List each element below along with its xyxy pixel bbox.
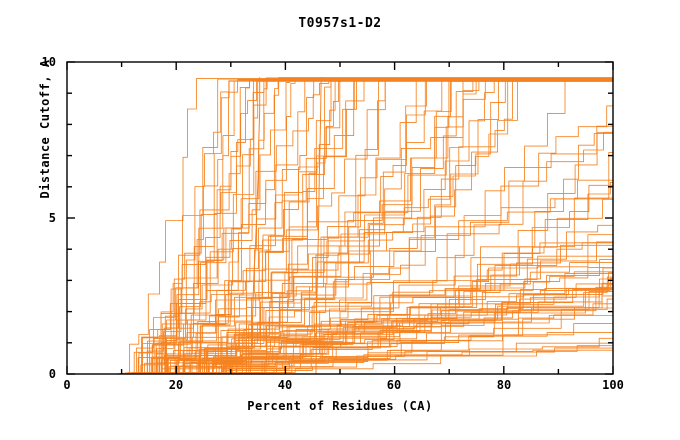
x-tick-label-40: 40: [277, 378, 293, 392]
x-tick-label-0: 0: [63, 378, 71, 392]
plot-frame: [66, 61, 614, 375]
y-tick-label-5: 5: [48, 211, 56, 225]
x-tick-label-100: 100: [602, 378, 624, 392]
x-tick-label-20: 20: [168, 378, 184, 392]
x-tick-label-60: 60: [386, 378, 402, 392]
y-tick-label-10: 10: [41, 55, 56, 69]
y-tick-label-0: 0: [48, 367, 56, 381]
x-axis-title: Percent of Residues (CA): [247, 399, 433, 413]
x-tick-label-80: 80: [496, 378, 512, 392]
data-curves-group: [113, 77, 613, 374]
chart-title: T0957s1-D2: [298, 16, 382, 31]
